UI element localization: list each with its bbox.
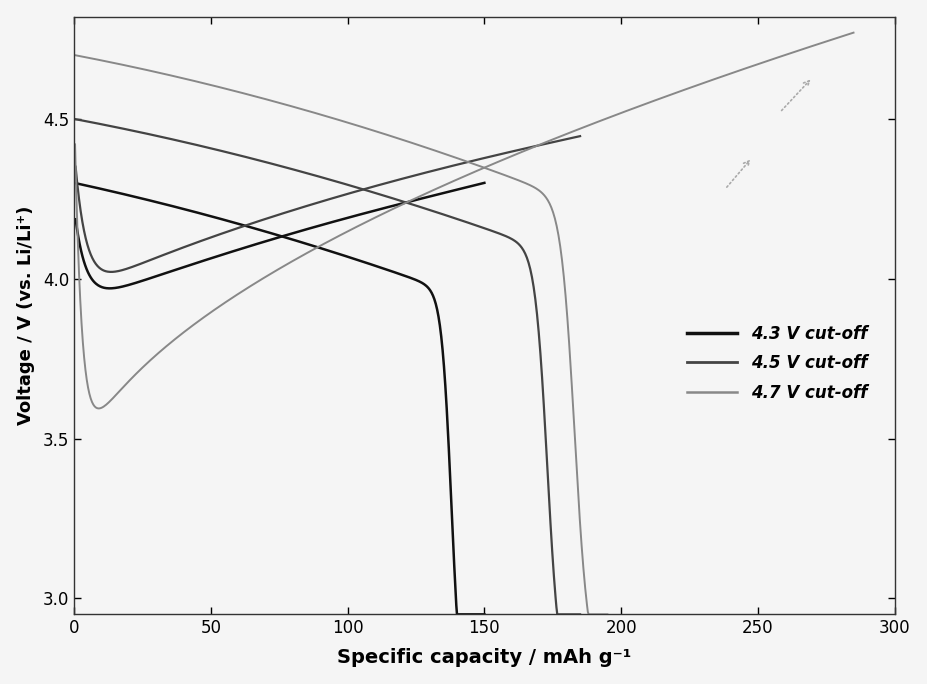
Legend: 4.3 V cut-off, 4.5 V cut-off, 4.7 V cut-off: 4.3 V cut-off, 4.5 V cut-off, 4.7 V cut-… (680, 318, 874, 408)
X-axis label: Specific capacity / mAh g⁻¹: Specific capacity / mAh g⁻¹ (337, 648, 631, 668)
Y-axis label: Voltage / V (vs. Li/Li⁺): Voltage / V (vs. Li/Li⁺) (17, 206, 34, 425)
